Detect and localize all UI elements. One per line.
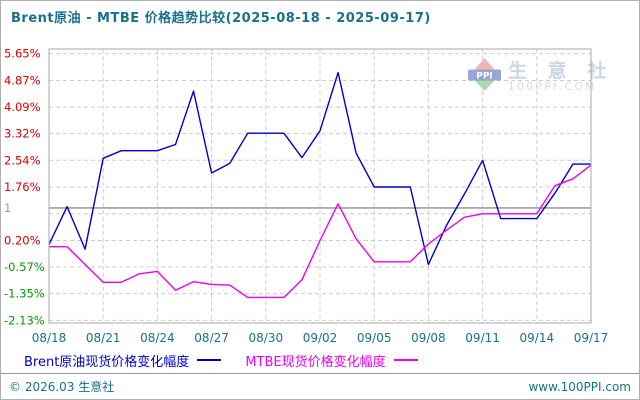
watermark-logo-top-triangle — [472, 58, 497, 73]
legend-item-brent: Brent原油现货价格变化幅度 — [24, 351, 222, 370]
y-tick-label: 4.09% — [4, 100, 41, 114]
footer-site-link[interactable]: www.100PPI.com — [528, 379, 631, 394]
x-tick-label: 09/08 — [411, 331, 446, 345]
series-line-1 — [49, 164, 592, 299]
x-tick-label: 08/21 — [86, 331, 121, 345]
footer-copyright: © 2026.03 生意社 — [9, 380, 115, 394]
plot-border — [48, 48, 592, 324]
series-layer — [48, 71, 592, 299]
x-tick-label: 09/11 — [465, 331, 500, 345]
x-tick-label: 08/18 — [32, 331, 67, 345]
y-tick-label: -2.13% — [4, 313, 45, 327]
watermark: PPI 生 意 社 100PPI.COM — [468, 58, 613, 93]
x-tick-label: 09/05 — [357, 331, 392, 345]
watermark-site-text: 100PPI.COM — [508, 81, 597, 93]
watermark-logo-bottom-triangle — [472, 78, 497, 91]
legend-line-sample-mtbe — [393, 359, 418, 361]
y-tick-label: 1.76% — [4, 180, 41, 194]
x-tick-label: 09/14 — [520, 331, 555, 345]
x-tick-label: 09/02 — [303, 331, 338, 345]
watermark-logo-text: PPI — [476, 72, 493, 82]
y-tick-label: 4.87% — [4, 73, 41, 87]
x-tick-label: 08/30 — [249, 331, 284, 345]
x-tick-label: 08/24 — [140, 331, 175, 345]
y-tick-label: 3.32% — [4, 127, 41, 141]
legend-item-mtbe: MTBE现货价格变化幅度 — [245, 351, 418, 370]
watermark-company-text: 生 意 社 — [508, 59, 613, 82]
legend-label-brent: Brent原油现货价格变化幅度 — [24, 354, 190, 370]
x-tick-label: 08/27 — [194, 331, 229, 345]
y-tick-label: 0.20% — [4, 234, 41, 248]
y-tick-label: 5.65% — [4, 47, 41, 61]
footer: © 2026.03 生意社 www.100PPI.com — [1, 373, 639, 399]
chart-title: Brent原油 - MTBE 价格趋势比较(2025-08-18 - 2025-… — [11, 11, 431, 26]
series-line-0 — [48, 71, 591, 266]
y-tick-label: -1.35% — [4, 287, 45, 301]
watermark-logo-box — [468, 69, 501, 81]
y-tick-label: -0.57% — [4, 260, 45, 274]
y-tick-label: 2.54% — [4, 153, 41, 167]
legend-label-mtbe: MTBE现货价格变化幅度 — [245, 354, 386, 370]
legend: Brent原油现货价格变化幅度 MTBE现货价格变化幅度 — [24, 351, 442, 370]
y-tick-label: 1 — [4, 201, 11, 215]
legend-line-sample-brent — [197, 359, 222, 361]
axis-labels: 5.65% 4.87% 4.09% 3.32% 2.54% 1.76% 1 0.20% -0.5… — [4, 47, 608, 345]
x-tick-label: 09/17 — [574, 331, 609, 345]
